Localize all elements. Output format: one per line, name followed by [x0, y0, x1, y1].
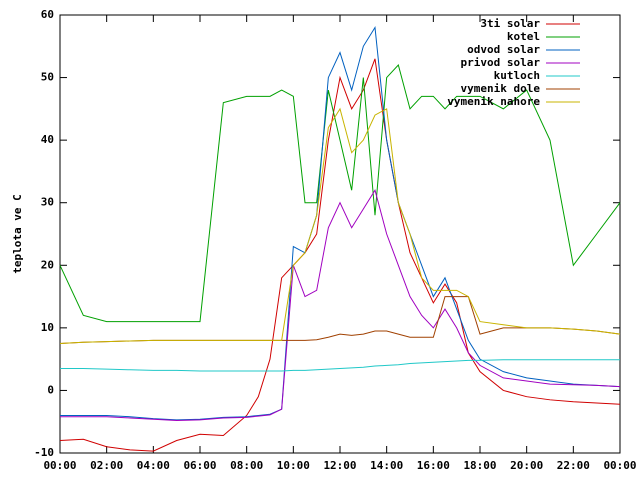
x-tick-label: 12:00 — [323, 459, 356, 472]
series-line — [59, 58, 621, 452]
x-tick-label: 04:00 — [137, 459, 170, 472]
legend-label: vymenik dole — [461, 82, 541, 95]
x-tick-label: 06:00 — [183, 459, 216, 472]
y-tick-label: 10 — [41, 321, 54, 334]
x-tick-label: 16:00 — [417, 459, 450, 472]
x-tick-label: 02:00 — [90, 459, 123, 472]
y-tick-label: 50 — [41, 71, 54, 84]
series-line — [60, 359, 620, 372]
y-tick-label: 40 — [41, 133, 54, 146]
x-tick-label: 20:00 — [510, 459, 543, 472]
x-tick-label: 08:00 — [230, 459, 263, 472]
x-tick-label: 18:00 — [463, 459, 496, 472]
y-tick-label: 60 — [41, 8, 54, 21]
x-tick-label: 10:00 — [277, 459, 310, 472]
series-line — [60, 26, 621, 421]
legend-label: odvod solar — [467, 43, 540, 56]
series-line — [59, 107, 621, 344]
legend-label: 3ti solar — [480, 17, 540, 30]
x-tick-label: 22:00 — [557, 459, 590, 472]
series-line — [60, 188, 621, 421]
y-tick-label: -10 — [34, 446, 54, 459]
legend-label: privod solar — [461, 56, 541, 69]
series-line — [59, 64, 621, 323]
series-line — [59, 296, 621, 344]
x-tick-label: 14:00 — [370, 459, 403, 472]
y-tick-label: 20 — [41, 258, 54, 271]
legend-label: kotel — [507, 30, 540, 43]
y-tick-label: 30 — [41, 196, 54, 209]
y-axis-label: teplota ve C — [11, 194, 24, 273]
x-tick-label: 00:00 — [603, 459, 636, 472]
legend-label: kutloch — [494, 69, 540, 82]
x-tick-label: 00:00 — [43, 459, 76, 472]
y-tick-label: 0 — [47, 383, 54, 396]
legend-label: vymenik nahore — [447, 95, 540, 108]
